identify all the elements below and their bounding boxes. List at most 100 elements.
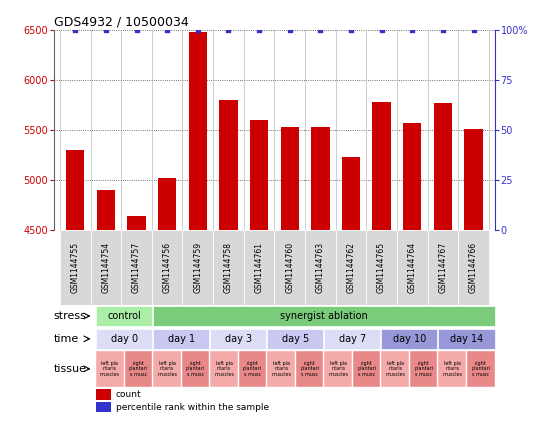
FancyBboxPatch shape: [153, 351, 181, 387]
Point: [132, 26, 141, 33]
Bar: [189, 32, 207, 230]
Bar: [305, 230, 336, 305]
Text: percentile rank within the sample: percentile rank within the sample: [116, 403, 268, 412]
Text: count: count: [116, 390, 141, 399]
Bar: [60, 230, 90, 305]
Point: [408, 26, 416, 33]
Bar: [158, 178, 176, 230]
Bar: [128, 216, 146, 230]
Bar: [458, 230, 489, 305]
Point: [285, 26, 294, 33]
FancyBboxPatch shape: [96, 351, 124, 387]
Bar: [244, 230, 274, 305]
Bar: [311, 126, 329, 230]
Text: right
plantari
s musc: right plantari s musc: [129, 361, 148, 377]
Point: [438, 26, 447, 33]
Bar: [97, 190, 115, 230]
FancyBboxPatch shape: [267, 351, 295, 387]
Text: GSM1144765: GSM1144765: [377, 242, 386, 293]
Text: GSM1144757: GSM1144757: [132, 242, 141, 293]
Text: right
plantari
s musc: right plantari s musc: [243, 361, 262, 377]
Text: day 0: day 0: [111, 334, 138, 344]
Point: [163, 26, 172, 33]
Text: GDS4932 / 10500034: GDS4932 / 10500034: [54, 16, 188, 28]
FancyBboxPatch shape: [267, 329, 323, 349]
FancyBboxPatch shape: [296, 351, 323, 387]
Text: GSM1144767: GSM1144767: [438, 242, 448, 293]
Point: [224, 26, 233, 33]
Bar: [213, 230, 244, 305]
FancyBboxPatch shape: [210, 351, 238, 387]
Bar: [464, 129, 483, 230]
FancyBboxPatch shape: [438, 329, 494, 349]
Bar: [372, 102, 391, 230]
Text: GSM1144756: GSM1144756: [162, 242, 172, 293]
Bar: [342, 157, 360, 230]
Bar: [428, 230, 458, 305]
Bar: [274, 230, 305, 305]
FancyBboxPatch shape: [381, 351, 409, 387]
Text: GSM1144755: GSM1144755: [70, 242, 80, 293]
FancyBboxPatch shape: [467, 351, 494, 387]
Point: [255, 26, 264, 33]
Text: GSM1144766: GSM1144766: [469, 242, 478, 293]
Text: right
plantari
s musc: right plantari s musc: [186, 361, 205, 377]
FancyBboxPatch shape: [96, 329, 152, 349]
Text: right
plantari
s musc: right plantari s musc: [300, 361, 319, 377]
Text: day 14: day 14: [450, 334, 483, 344]
Text: right
plantari
s musc: right plantari s musc: [471, 361, 490, 377]
Text: GSM1144754: GSM1144754: [101, 242, 110, 293]
Bar: [152, 230, 182, 305]
Text: day 3: day 3: [225, 334, 252, 344]
Point: [194, 26, 202, 33]
Text: right
plantari
s musc: right plantari s musc: [357, 361, 376, 377]
Text: GSM1144759: GSM1144759: [193, 242, 202, 293]
Text: left pla
ntaris
muscles: left pla ntaris muscles: [385, 361, 405, 377]
FancyBboxPatch shape: [324, 351, 352, 387]
FancyBboxPatch shape: [96, 306, 152, 326]
Text: left pla
ntaris
muscles: left pla ntaris muscles: [271, 361, 291, 377]
Point: [346, 26, 355, 33]
Text: time: time: [54, 334, 79, 344]
Bar: [403, 123, 421, 230]
Text: left pla
ntaris
muscles: left pla ntaris muscles: [157, 361, 177, 377]
Text: left pla
ntaris
muscles: left pla ntaris muscles: [328, 361, 348, 377]
Point: [71, 26, 80, 33]
Bar: [66, 150, 84, 230]
Text: day 5: day 5: [282, 334, 309, 344]
Bar: [397, 230, 428, 305]
Bar: [90, 230, 121, 305]
FancyBboxPatch shape: [239, 351, 266, 387]
Text: GSM1144758: GSM1144758: [224, 242, 233, 293]
Text: GSM1144762: GSM1144762: [346, 242, 356, 293]
FancyBboxPatch shape: [410, 351, 437, 387]
Point: [316, 26, 324, 33]
Text: left pla
ntaris
muscles: left pla ntaris muscles: [214, 361, 234, 377]
Text: left pla
ntaris
muscles: left pla ntaris muscles: [100, 361, 120, 377]
Point: [469, 26, 478, 33]
Bar: [182, 230, 213, 305]
Point: [377, 26, 386, 33]
FancyBboxPatch shape: [182, 351, 209, 387]
Bar: [250, 120, 268, 230]
Text: left pla
ntaris
muscles: left pla ntaris muscles: [442, 361, 462, 377]
FancyBboxPatch shape: [210, 329, 266, 349]
FancyBboxPatch shape: [381, 329, 437, 349]
Text: day 1: day 1: [168, 334, 195, 344]
FancyBboxPatch shape: [153, 306, 494, 326]
Text: control: control: [108, 311, 141, 321]
Text: day 7: day 7: [339, 334, 366, 344]
Bar: [280, 126, 299, 230]
FancyBboxPatch shape: [438, 351, 466, 387]
Text: GSM1144761: GSM1144761: [254, 242, 264, 293]
Bar: [434, 103, 452, 230]
Text: GSM1144763: GSM1144763: [316, 242, 325, 293]
Bar: [121, 230, 152, 305]
FancyBboxPatch shape: [353, 351, 380, 387]
Bar: [96, 389, 111, 400]
FancyBboxPatch shape: [153, 329, 209, 349]
FancyBboxPatch shape: [324, 329, 380, 349]
Text: GSM1144760: GSM1144760: [285, 242, 294, 293]
Text: right
plantari
s musc: right plantari s musc: [414, 361, 433, 377]
Bar: [220, 99, 238, 230]
